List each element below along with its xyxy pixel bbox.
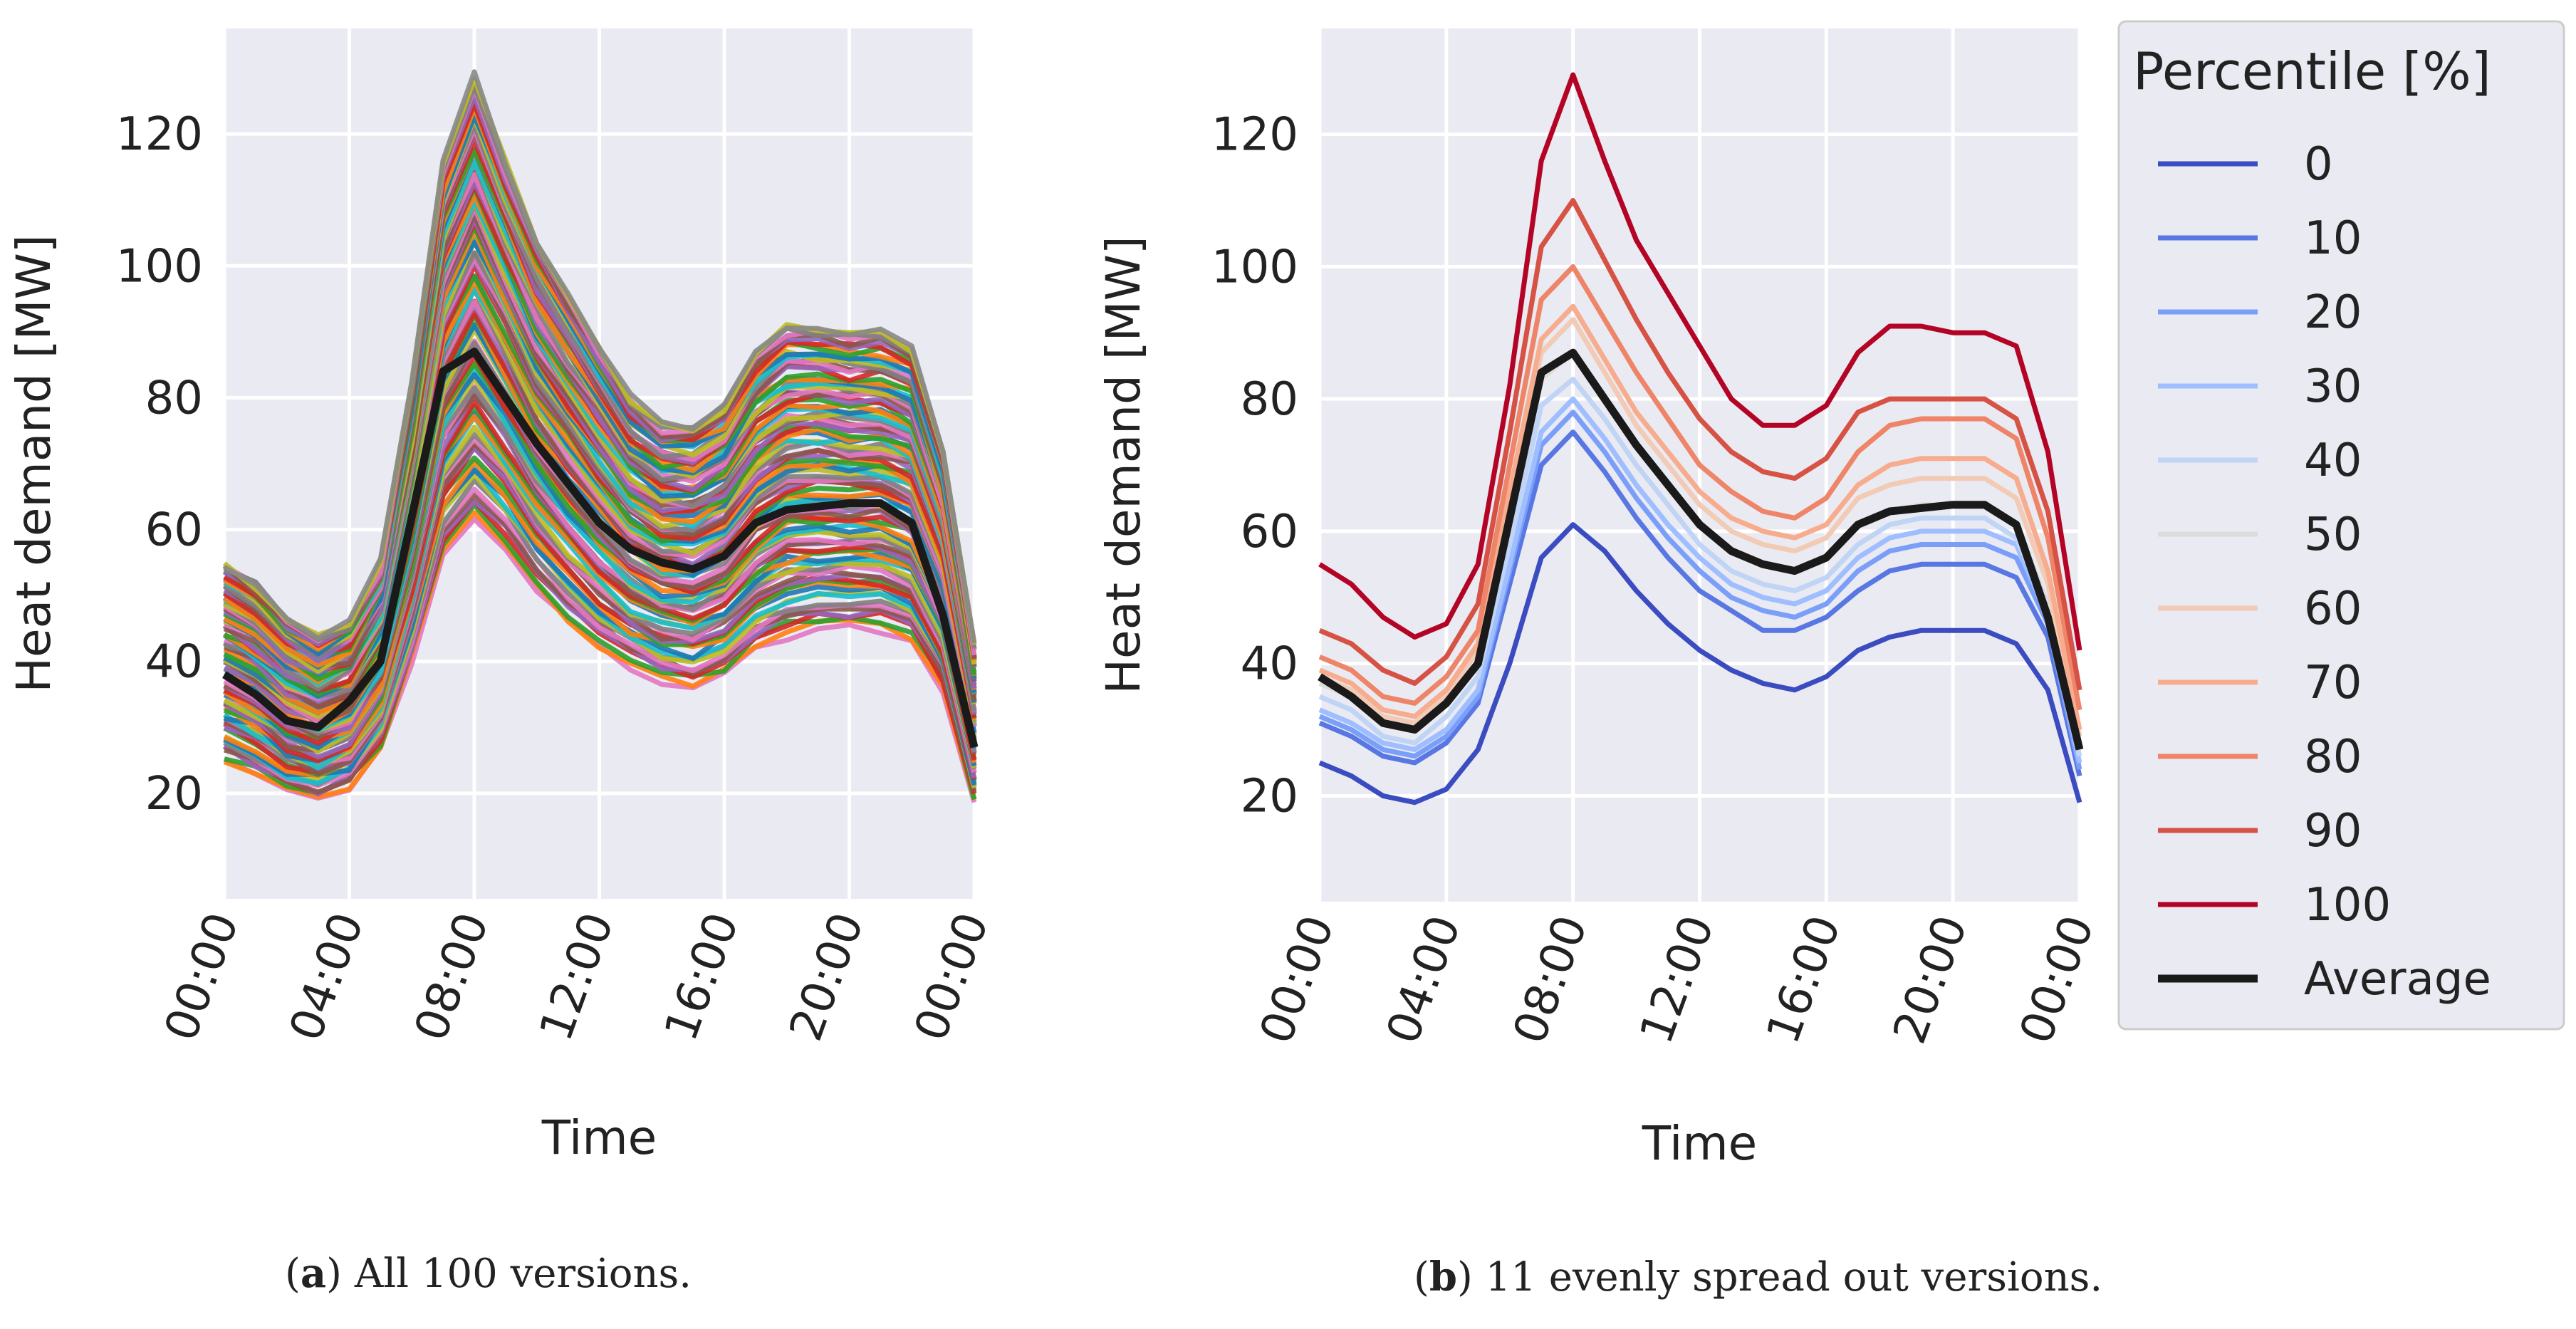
percentile-line-70 [1318,303,2082,731]
x-tick-label: 20:00 [780,906,875,1048]
percentile-line-60 [1318,317,2082,737]
caption-b: (b) 11 evenly spread out versions. [1414,1254,2103,1301]
version-line [223,69,977,644]
percentile-line-90 [1318,198,2082,691]
y-tick-label: 100 [1211,241,1298,293]
percentile-line-30 [1318,396,2082,763]
chart-panel-a: 20 40 60 80 100 120 00:00 04:00 08:00 12:00 16:00 2… [6,28,999,1165]
legend-label: 60 [2304,583,2362,635]
x-tick-label: 00:00 [155,906,249,1048]
average-line [222,348,979,749]
series-lines-a [222,69,979,803]
caption-a-label: a [300,1250,327,1297]
y-tick-label: 80 [1241,373,1298,426]
legend-label: 20 [2304,286,2362,339]
y-tick-label: 60 [1241,506,1298,558]
legend-label: 10 [2304,212,2362,265]
caption-a-text: All 100 versions. [354,1251,692,1297]
legend-label: 80 [2304,731,2362,783]
average-line [1318,348,2084,751]
series-lines-b [1318,72,2084,806]
legend-label: 100 [2304,879,2391,932]
x-tick-label: 20:00 [1884,909,1978,1051]
percentile-line-0 [1318,522,2082,806]
x-tick-label: 00:00 [904,906,999,1048]
legend-title: Percentile [%] [2133,41,2491,101]
percentile-line-10 [1318,429,2082,777]
y-tick-label: 40 [1241,638,1298,691]
caption-b-label: b [1429,1254,1458,1301]
x-tick-label: 16:00 [655,906,749,1048]
percentile-line-100 [1318,72,2082,651]
x-tick-label: 16:00 [1757,909,1852,1051]
x-tick-label: 00:00 [2010,909,2105,1051]
x-tick-label: 04:00 [1377,909,1471,1051]
y-tick-label: 20 [145,768,203,820]
legend-label: 70 [2304,657,2362,709]
legend-box [2117,20,2565,1031]
legend-label: 90 [2304,805,2362,858]
legend-label: 40 [2304,434,2362,487]
percentile-line-20 [1318,410,2082,770]
x-tick-label: 04:00 [280,906,375,1048]
y-tick-label: 20 [1241,770,1298,823]
x-tick-label: 08:00 [405,906,499,1048]
x-tick-label: 12:00 [530,906,625,1048]
percentile-line-40 [1318,376,2082,757]
y-axis-label-a: Heat demand [MW] [6,234,61,692]
legend-label: Average [2304,953,2491,1006]
caption-b-text: 11 evenly spread out versions. [1485,1254,2103,1301]
y-tick-label: 120 [116,108,203,161]
legend-items: 0 10 20 30 40 50 60 70 80 90 100 Average [2158,138,2491,1006]
y-tick-label: 100 [116,240,203,293]
version-line [223,441,977,776]
x-axis-label-a: Time [541,1110,657,1165]
y-tick-label: 60 [145,504,203,557]
x-axis-label-b: Time [1642,1116,1758,1171]
x-tick-label: 00:00 [1250,909,1345,1051]
y-tick-label: 80 [145,372,203,424]
x-tick-label: 12:00 [1630,909,1725,1051]
y-tick-label: 120 [1211,109,1298,162]
version-line [223,467,977,786]
chart-panel-b: 20 40 60 80 100 120 00:00 04:00 08:00 12:00 16:00 2… [1096,28,2105,1171]
y-tick-label: 40 [145,636,203,689]
caption-a: (a) All 100 versions. [285,1250,692,1297]
version-line [223,298,977,726]
y-axis-label-b: Heat demand [MW] [1096,236,1151,694]
percentile-line-80 [1318,264,2082,711]
legend-label: 0 [2304,138,2333,191]
legend-label: 30 [2304,360,2362,413]
x-tick-label: 08:00 [1503,909,1598,1051]
legend: Percentile [%] 0 10 20 30 40 50 60 70 80 90 100 Ave… [2117,20,2565,1031]
legend-label: 50 [2304,509,2362,561]
